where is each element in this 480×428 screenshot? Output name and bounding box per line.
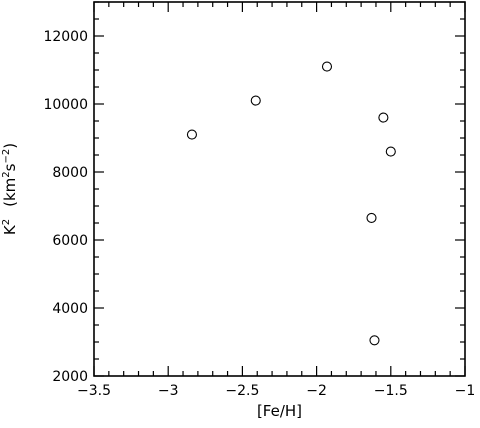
y-tick-label: 8000 — [52, 165, 88, 181]
axis-ticks — [93, 1, 466, 377]
data-point — [366, 212, 377, 223]
x-tick-label: −2 — [306, 383, 327, 399]
x-tick-label: −3.5 — [77, 383, 111, 399]
y-axis-label-unit-sup2: −2 — [1, 149, 12, 164]
data-point — [186, 129, 197, 140]
y-axis-label-unit-close: ) — [1, 143, 19, 149]
x-tick-label: −2.5 — [225, 383, 259, 399]
x-axis-label: [Fe/H] — [257, 402, 302, 420]
plot-frame — [93, 1, 466, 377]
y-axis-label-unit-mid: s — [1, 163, 19, 171]
x-tick-label: −3 — [158, 383, 179, 399]
data-point — [369, 335, 380, 346]
y-axis-label-unit-open: (km — [1, 178, 19, 207]
data-point — [385, 146, 396, 157]
y-tick-labels: 2000 4000 6000 8000 10000 12000 — [43, 29, 88, 385]
data-point — [250, 95, 261, 106]
x-tick-label: −1.5 — [374, 383, 408, 399]
y-axis-label-unit-sup1: 2 — [1, 171, 12, 177]
y-tick-label: 2000 — [52, 369, 88, 385]
y-tick-label: 12000 — [43, 29, 88, 45]
data-point — [321, 61, 333, 72]
y-axis-label-main: K — [1, 224, 19, 235]
y-axis-label-main-sup: 2 — [1, 219, 12, 225]
data-point — [378, 112, 389, 123]
y-axis-label: K2(km2s−2) — [1, 143, 19, 235]
y-tick-label: 10000 — [43, 97, 88, 113]
x-tick-labels: −3.5 −3 −2.5 −2 −1.5 −1 — [77, 383, 475, 399]
y-tick-label: 6000 — [52, 233, 88, 249]
x-tick-label: −1 — [455, 383, 476, 399]
data-points — [186, 61, 396, 346]
y-tick-label: 4000 — [52, 301, 88, 317]
